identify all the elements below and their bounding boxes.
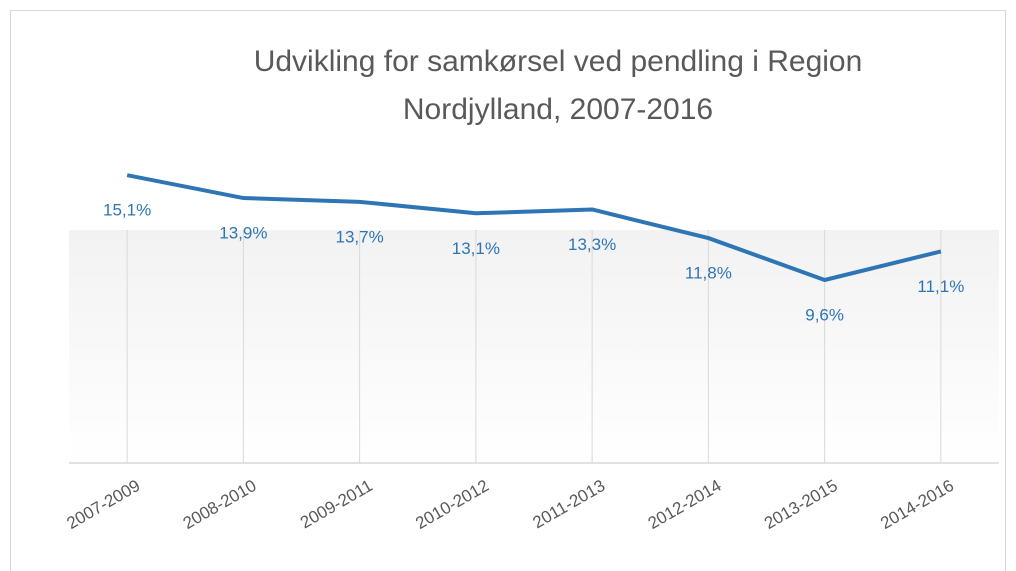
chart-title: Udvikling for samkørsel ved pendling i R…: [253, 45, 863, 126]
data-label: 11,1%: [917, 277, 964, 296]
x-tick-label: 2011-2013: [530, 476, 609, 532]
data-label: 13,3%: [568, 235, 616, 254]
plot-background: [69, 230, 999, 463]
x-tick-label: 2009-2011: [297, 476, 376, 532]
line: [126, 173, 942, 282]
x-tick-label: 2013-2015: [761, 476, 841, 533]
data-label: 9,6%: [805, 305, 844, 324]
data-label: 11,8%: [685, 264, 732, 283]
data-label: 15,1%: [103, 201, 151, 220]
x-tick-label: 2007-2009: [63, 476, 143, 533]
chart-border: [10, 10, 1006, 571]
x-tick-label: 2008-2010: [180, 476, 260, 533]
data-label: 13,9%: [219, 224, 267, 243]
x-tick-label: 2010-2012: [412, 476, 492, 533]
data-label: 13,7%: [336, 227, 384, 246]
x-tick-label: 2012-2014: [645, 476, 725, 533]
x-tick-label: 2014-2016: [877, 476, 957, 533]
data-label: 13,1%: [452, 239, 500, 258]
